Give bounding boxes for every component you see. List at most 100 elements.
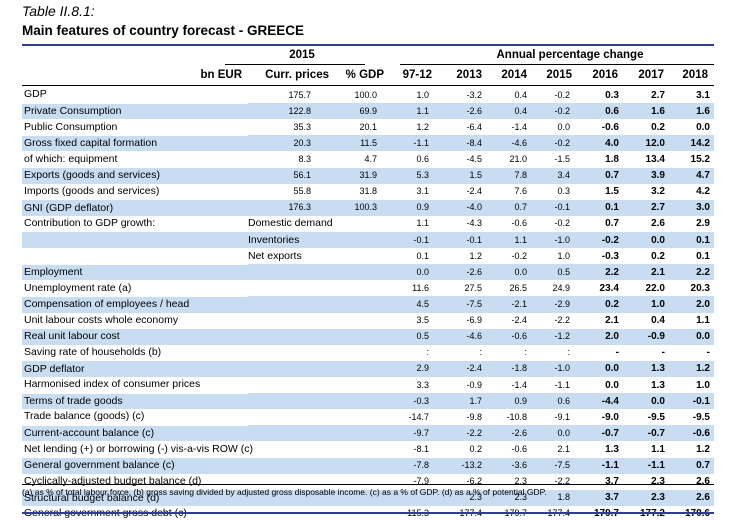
cell-forecast: -9.0	[601, 411, 619, 423]
cell-forecast: -	[661, 347, 665, 359]
cell-history: -7.5	[531, 457, 574, 474]
cell-forecast: 0.2	[651, 121, 665, 133]
table-row: Terms of trade goods -0.3 1.7 0.9 0.6 -4.4 0.0…	[22, 392, 714, 410]
cell-history: 1.0	[557, 250, 570, 261]
row-sublabel	[248, 264, 381, 281]
cell-forecast: 0.0	[623, 393, 669, 410]
row-label: Saving rate of households (b)	[24, 346, 162, 359]
row-label: GDP deflator	[22, 360, 248, 377]
cell-bn-eur: 175.7	[288, 89, 311, 100]
cell-history: -1.4	[511, 379, 527, 390]
annual-group-underline	[400, 64, 714, 65]
table-row: Imports (goods and services) 55.8 31.8 3.1 -…	[22, 184, 714, 200]
cell-history: 1.1	[381, 103, 433, 120]
cell-history: -1.5	[554, 153, 570, 164]
cell-forecast: 4.0	[574, 135, 623, 152]
cell-history: 2.3	[514, 476, 527, 487]
cell-history: -10.8	[506, 411, 527, 422]
cell-forecast: 1.2	[696, 443, 710, 455]
cell-history: 1.0	[416, 89, 429, 100]
row-label: Real unit labour cost	[22, 328, 248, 345]
cell-history: -9.1	[554, 411, 570, 422]
cell-history: 0.2	[469, 443, 482, 454]
top-rule	[22, 44, 714, 46]
annual-group-header: Annual percentage change	[496, 49, 644, 61]
cell-history: -8.4	[433, 135, 486, 152]
cell-forecast: 14.2	[669, 135, 714, 152]
cell-forecast: 1.3	[651, 379, 665, 391]
col-header-pct-gdp: % GDP	[345, 69, 384, 81]
cell-forecast: 2.0	[574, 328, 623, 345]
cell-forecast: 0.3	[605, 89, 619, 101]
cell-forecast: 1.3	[623, 360, 669, 377]
cell-history: -1.4	[511, 121, 527, 132]
cell-history: :	[426, 347, 429, 358]
cell-history: -0.6	[511, 443, 527, 454]
cell-forecast: 2.9	[696, 218, 710, 230]
row-label: Imports (goods and services)	[24, 184, 160, 197]
table-row: GDP 175.7 100.0 1.0 -3.2 0.4 -0.2 0.3 2.7 3.1	[22, 87, 714, 103]
row-sublabel: Domestic demand	[248, 217, 333, 230]
row-label	[22, 231, 248, 249]
table-row: Harmonised index of consumer prices 3.3 -0…	[22, 377, 714, 393]
cell-history: -7.9	[413, 476, 429, 487]
row-label: Compensation of employees / head	[22, 295, 248, 313]
cell-forecast: 0.0	[696, 121, 710, 133]
row-sublabel	[248, 280, 381, 296]
cell-forecast: 3.1	[696, 89, 710, 101]
row-label: Unit labour costs whole economy	[24, 313, 179, 326]
cell-history: 0.0	[381, 264, 433, 281]
cell-forecast: 0.1	[669, 231, 714, 249]
table-row: Current-account balance (c) -9.7 -2.2 -2.6 0…	[22, 424, 714, 442]
cell-forecast: -0.6	[669, 425, 714, 442]
row-sublabel	[248, 489, 381, 506]
cell-forecast: 4.7	[669, 167, 714, 184]
row-sublabel	[248, 296, 381, 313]
cell-forecast: 0.7	[605, 218, 619, 230]
cell-forecast: 3.7	[574, 489, 623, 506]
row-label: Terms of trade goods	[22, 392, 248, 410]
cell-forecast: 1.6	[623, 103, 669, 120]
cell-history: 0.4	[486, 103, 531, 120]
cell-history: -6.9	[466, 315, 482, 326]
cell-history: -0.2	[511, 250, 527, 261]
cell-forecast: 23.4	[599, 282, 619, 294]
cell-forecast: 2.6	[669, 489, 714, 506]
row-label: Gross fixed capital formation	[22, 134, 248, 152]
cell-history: -2.6	[433, 103, 486, 120]
cell-history: 1.2	[469, 250, 482, 261]
cell-bn-eur: 20.3	[248, 135, 315, 152]
row-sublabel	[248, 360, 381, 377]
cell-history: -1.0	[531, 360, 574, 377]
cell-pct-gdp: 20.1	[359, 121, 377, 132]
row-label: GNI (GDP deflator)	[22, 199, 248, 216]
cell-forecast: 0.6	[574, 103, 623, 120]
cell-history: 0.6	[416, 153, 429, 164]
cell-history: -0.1	[531, 199, 574, 216]
row-label: Trade balance (goods) (c)	[24, 410, 145, 423]
cell-history: 2.1	[557, 443, 570, 454]
table-row: Compensation of employees / head 4.5 -7.5-…	[22, 295, 714, 313]
cell-history: 3.3	[416, 379, 429, 390]
cell-history: -14.7	[408, 411, 429, 422]
cell-history: 2.9	[381, 360, 433, 377]
cell-history: 0.0	[486, 264, 531, 281]
col-header-97-12: 97-12	[402, 69, 432, 81]
cell-forecast: 2.7	[651, 89, 665, 101]
cell-forecast: 1.2	[669, 360, 714, 377]
cell-history: -0.2	[531, 135, 574, 152]
row-label: Exports (goods and services)	[22, 167, 248, 184]
row-label: Cyclically-adjusted budget balance (d)	[24, 474, 202, 487]
cell-forecast: 0.7	[669, 457, 714, 474]
table-row: Cyclically-adjusted budget balance (d) -7…	[22, 474, 714, 490]
cell-history: -0.6	[486, 328, 531, 345]
cell-history: 11.6	[412, 282, 429, 293]
cell-history: 26.5	[509, 282, 527, 293]
cell-history: :	[567, 347, 570, 358]
cell-forecast: -0.7	[574, 425, 623, 442]
cell-history	[381, 489, 433, 506]
cell-forecast: 13.4	[645, 153, 665, 165]
cell-forecast: 20.3	[690, 282, 710, 294]
row-label: Structural budget balance (d)	[22, 489, 248, 506]
cell-history: -4.5	[466, 153, 482, 164]
